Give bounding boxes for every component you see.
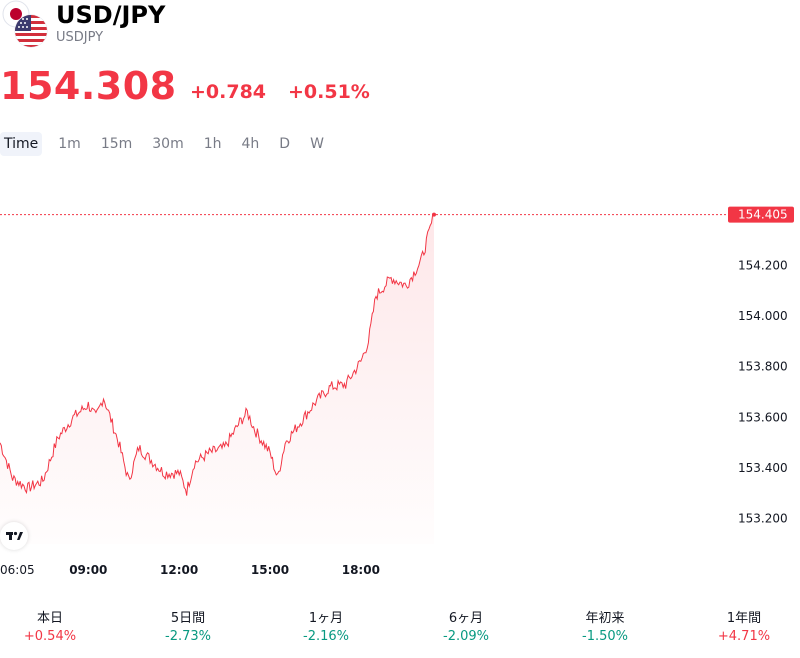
tab-time[interactable]: Time bbox=[0, 132, 43, 156]
tab-w[interactable]: W bbox=[310, 136, 324, 152]
tab-1h[interactable]: 1h bbox=[203, 136, 222, 152]
symbol-ticker: USDJPY bbox=[56, 30, 104, 45]
price-change-percent: +0.51% bbox=[288, 81, 370, 103]
period-performance: 本日 +0.54% 5日間 -2.73% 1ヶ月 -2.16% 6ヶ月 -2.0… bbox=[0, 610, 800, 650]
tab-30m[interactable]: 30m bbox=[152, 136, 184, 152]
tab-4h[interactable]: 4h bbox=[241, 136, 260, 152]
period-5d[interactable]: 5日間 -2.73% bbox=[165, 611, 211, 644]
y-tick-label: 153.200 bbox=[738, 512, 788, 526]
symbol-title: USD/JPY bbox=[56, 1, 166, 29]
y-tick-label: 153.800 bbox=[738, 360, 788, 374]
period-1m[interactable]: 1ヶ月 -2.16% bbox=[303, 611, 349, 644]
y-tick-label: 153.400 bbox=[738, 461, 788, 475]
price-area bbox=[0, 214, 434, 544]
last-price-badge bbox=[728, 206, 794, 223]
y-tick-label: 153.600 bbox=[738, 410, 788, 424]
y-tick-label: 154.000 bbox=[738, 309, 788, 323]
price-line bbox=[0, 213, 435, 496]
x-tick-label: 15:00 bbox=[251, 563, 289, 577]
last-price-dot bbox=[432, 212, 436, 217]
interval-tabs: Time 1m 15m 30m 1h 4h D W bbox=[0, 132, 340, 156]
period-1y[interactable]: 1年間 +4.71% bbox=[717, 611, 771, 644]
period-ytd[interactable]: 年初来 -1.50% bbox=[582, 611, 628, 644]
price-change: +0.784 bbox=[190, 81, 267, 103]
price-chart[interactable]: 154.200 154.000 153.800 153.600 153.400 153.2… bbox=[0, 176, 800, 586]
last-price-label: 154.405 bbox=[738, 208, 788, 222]
y-tick-label: 154.200 bbox=[738, 258, 788, 272]
tab-d[interactable]: D bbox=[279, 136, 291, 152]
tab-15m[interactable]: 15m bbox=[100, 136, 133, 152]
last-price: 154.308 bbox=[0, 64, 177, 108]
x-tick-label: 09:00 bbox=[69, 563, 107, 577]
x-tick-label: 12:00 bbox=[160, 563, 198, 577]
x-tick-label: 06:05 bbox=[0, 563, 35, 577]
tradingview-logo-icon[interactable] bbox=[0, 522, 28, 550]
x-axis: 06:05 09:00 12:00 15:00 18:00 bbox=[0, 563, 380, 577]
period-6m[interactable]: 6ヶ月 -2.09% bbox=[443, 611, 489, 644]
symbol-flag-icon bbox=[0, 0, 52, 52]
y-axis: 154.200 154.000 153.800 153.600 153.400 153.2… bbox=[738, 258, 788, 525]
x-tick-label: 18:00 bbox=[342, 563, 380, 577]
tab-1m[interactable]: 1m bbox=[58, 136, 81, 152]
period-today[interactable]: 本日 +0.54% bbox=[23, 611, 77, 644]
